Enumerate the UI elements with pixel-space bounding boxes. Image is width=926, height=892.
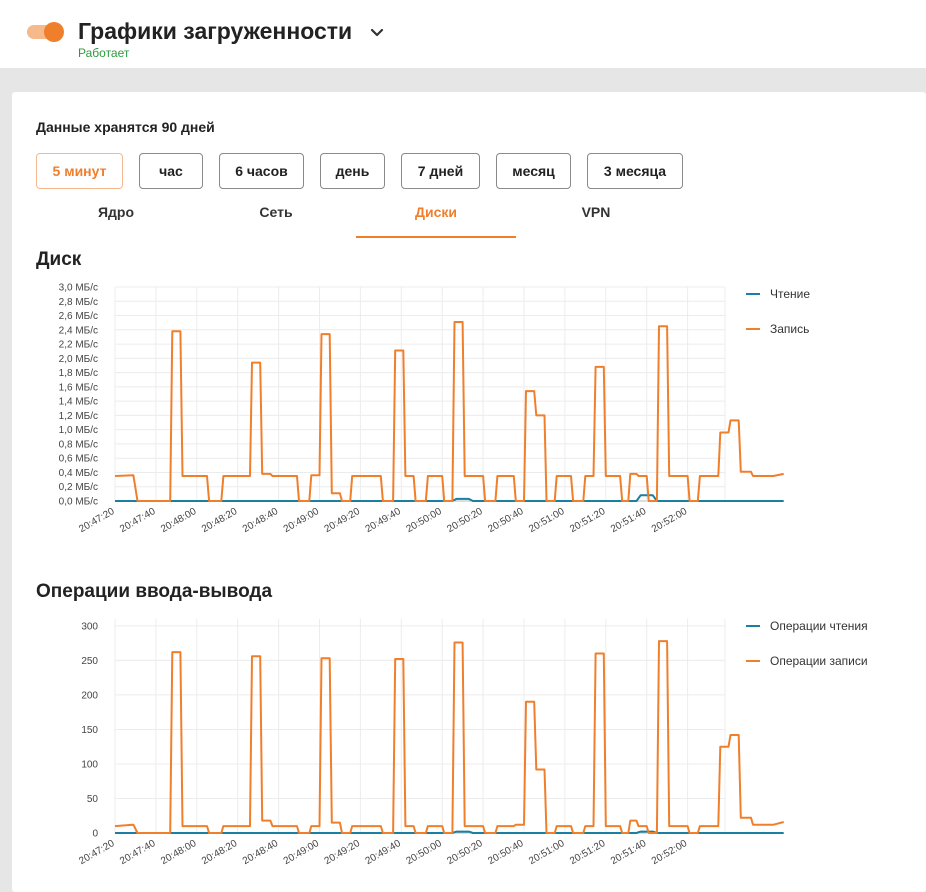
y-tick-label: 2,8 МБ/с bbox=[59, 297, 98, 308]
y-tick-label: 100 bbox=[81, 759, 98, 770]
tab-disks[interactable]: Диски bbox=[356, 204, 516, 238]
x-tick-label: 20:50:40 bbox=[486, 506, 526, 535]
legend-label: Запись bbox=[770, 322, 809, 336]
y-tick-label: 2,2 МБ/с bbox=[59, 340, 98, 351]
x-tick-label: 20:49:00 bbox=[282, 838, 322, 867]
y-tick-label: 1,4 МБ/с bbox=[59, 397, 98, 408]
x-tick-label: 20:51:00 bbox=[527, 506, 567, 535]
y-tick-label: 2,0 МБ/с bbox=[59, 354, 98, 365]
x-tick-label: 20:50:20 bbox=[445, 506, 485, 535]
x-tick-label: 20:49:20 bbox=[323, 506, 363, 535]
toggle-knob bbox=[44, 22, 64, 42]
x-tick-label: 20:49:00 bbox=[282, 506, 322, 535]
legend-label: Операции записи bbox=[770, 654, 868, 668]
x-tick-label: 20:51:40 bbox=[609, 838, 649, 867]
range-3-months-button[interactable]: 3 месяца bbox=[587, 153, 683, 189]
x-tick-label: 20:50:00 bbox=[404, 506, 444, 535]
disk-throughput-chart: 0,0 МБ/с 0,2 МБ/с 0,4 МБ/с 0,6 МБ/с 0,8 МБ/с… bbox=[59, 283, 811, 536]
x-tick-label: 20:47:20 bbox=[77, 838, 117, 867]
y-tick-label: 250 bbox=[81, 656, 98, 667]
y-tick-label: 0,4 МБ/с bbox=[59, 468, 98, 479]
range-day-button[interactable]: день bbox=[320, 153, 385, 189]
range-5-minutes-button[interactable]: 5 минут bbox=[36, 153, 123, 189]
x-tick-label: 20:51:40 bbox=[609, 506, 649, 535]
x-tick-label: 20:52:00 bbox=[650, 506, 690, 535]
x-tick-label: 20:49:40 bbox=[364, 838, 404, 867]
y-tick-label: 1,0 МБ/с bbox=[59, 425, 98, 436]
x-tick-label: 20:48:40 bbox=[241, 506, 281, 535]
tab-vpn[interactable]: VPN bbox=[581, 204, 611, 220]
y-tick-label: 0,6 МБ/с bbox=[59, 454, 98, 465]
y-tick-label: 200 bbox=[81, 690, 98, 701]
x-tick-label: 20:47:40 bbox=[118, 838, 158, 867]
legend-label: Операции чтения bbox=[770, 619, 868, 633]
series-line-write bbox=[114, 640, 784, 834]
range-hour-button[interactable]: час bbox=[139, 153, 203, 189]
disk-chart-title: Диск bbox=[36, 249, 82, 270]
page-title: Графики загруженности bbox=[78, 18, 353, 44]
y-tick-label: 0,0 МБ/с bbox=[59, 497, 98, 508]
range-7-days-button[interactable]: 7 дней bbox=[401, 153, 480, 189]
page-header: Графики загруженности Работает bbox=[0, 0, 926, 68]
y-tick-label: 300 bbox=[81, 621, 98, 632]
y-tick-label: 0,8 МБ/с bbox=[59, 439, 98, 450]
y-tick-label: 1,8 МБ/с bbox=[59, 368, 98, 379]
x-tick-label: 20:50:40 bbox=[486, 838, 526, 867]
x-tick-label: 20:49:20 bbox=[323, 838, 363, 867]
x-tick-label: 20:50:20 bbox=[445, 838, 485, 867]
x-tick-label: 20:51:20 bbox=[568, 838, 608, 867]
x-tick-label: 20:51:00 bbox=[527, 838, 567, 867]
range-month-button[interactable]: месяц bbox=[496, 153, 571, 189]
range-6-hours-button[interactable]: 6 часов bbox=[219, 153, 304, 189]
x-tick-label: 20:49:40 bbox=[364, 506, 404, 535]
y-tick-label: 1,2 МБ/с bbox=[59, 411, 98, 422]
x-tick-label: 20:48:40 bbox=[241, 838, 281, 867]
y-tick-label: 3,0 МБ/с bbox=[59, 283, 98, 294]
x-tick-label: 20:48:00 bbox=[159, 838, 199, 867]
series-line-write bbox=[114, 321, 784, 502]
y-tick-label: 0,2 МБ/с bbox=[59, 482, 98, 493]
legend-label: Чтение bbox=[770, 287, 810, 301]
chevron-down-icon[interactable] bbox=[368, 24, 386, 42]
charts-card bbox=[12, 92, 926, 892]
service-toggle[interactable] bbox=[27, 22, 65, 42]
retention-note: Данные хранятся 90 дней bbox=[36, 119, 215, 135]
service-status: Работает bbox=[78, 46, 130, 60]
y-tick-label: 0 bbox=[92, 829, 98, 840]
y-tick-label: 2,4 МБ/с bbox=[59, 325, 98, 336]
x-tick-label: 20:48:20 bbox=[200, 506, 240, 535]
tab-core[interactable]: Ядро bbox=[97, 204, 135, 220]
x-tick-label: 20:48:20 bbox=[200, 838, 240, 867]
x-tick-label: 20:51:20 bbox=[568, 506, 608, 535]
y-tick-label: 1,6 МБ/с bbox=[59, 382, 98, 393]
x-tick-label: 20:50:00 bbox=[404, 838, 444, 867]
x-tick-label: 20:52:00 bbox=[650, 838, 690, 867]
x-tick-label: 20:47:40 bbox=[118, 506, 158, 535]
y-tick-label: 50 bbox=[87, 794, 99, 805]
x-tick-label: 20:48:00 bbox=[159, 506, 199, 535]
y-tick-label: 2,6 МБ/с bbox=[59, 311, 98, 322]
io-chart-title: Операции ввода-вывода bbox=[36, 581, 273, 602]
x-tick-label: 20:47:20 bbox=[77, 506, 117, 535]
tab-network[interactable]: Сеть bbox=[259, 204, 293, 220]
y-tick-label: 150 bbox=[81, 725, 98, 736]
